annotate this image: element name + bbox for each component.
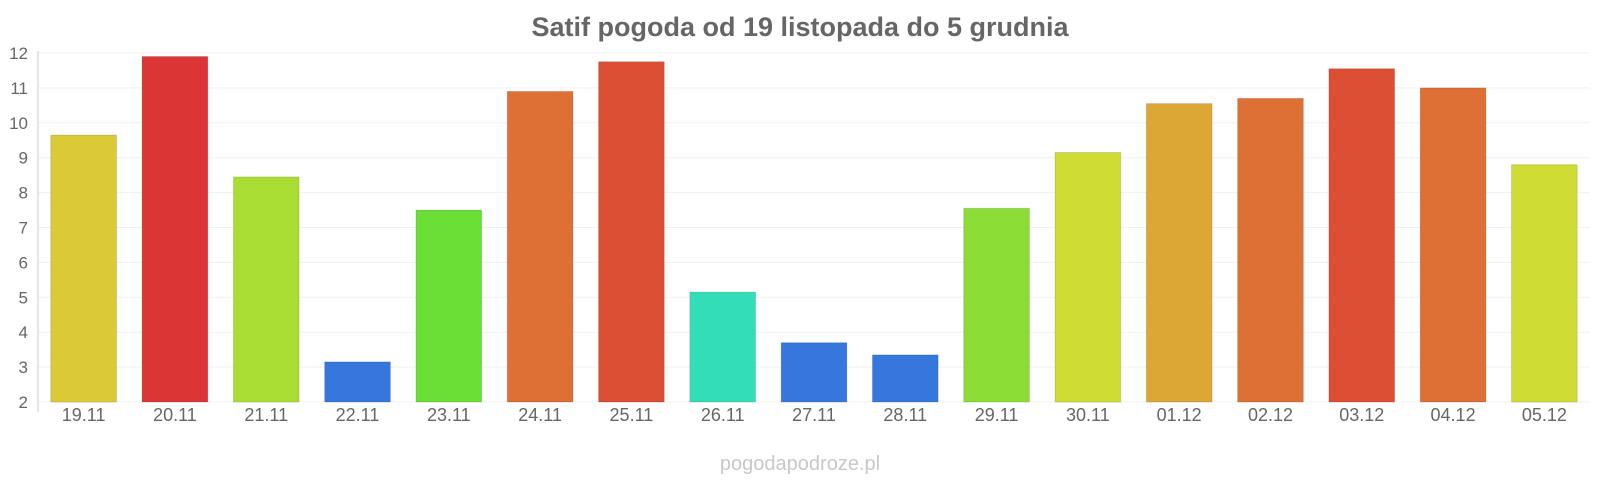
bar-01.12 — [1145, 103, 1213, 403]
x-tick-label: 27.11 — [792, 405, 836, 425]
x-tick-label: 01.12 — [1157, 405, 1202, 425]
bar-25.11 — [598, 61, 665, 403]
chart-title: Satif pogoda od 19 listopada do 5 grudni… — [531, 12, 1069, 42]
bar-21.11 — [232, 176, 300, 403]
x-tick-label: 19.11 — [62, 405, 106, 425]
y-tick-label: 10 — [9, 114, 28, 133]
bars — [50, 55, 1578, 403]
y-tick-label: 2 — [19, 393, 28, 412]
y-tick-label: 9 — [19, 149, 28, 168]
bar-30.11 — [1054, 151, 1122, 403]
bar-02.12 — [1237, 97, 1304, 403]
bar-28.11 — [871, 354, 939, 403]
x-tick-label: 20.11 — [153, 405, 197, 425]
bar-20.11 — [141, 55, 209, 403]
x-tick-label: 02.12 — [1248, 405, 1293, 425]
bar-05.12 — [1510, 164, 1578, 403]
y-tick-label: 3 — [19, 358, 28, 377]
y-tick-label: 11 — [10, 79, 28, 98]
x-tick-label: 28.11 — [883, 405, 927, 425]
x-tick-label: 29.11 — [975, 405, 1019, 425]
y-tick-label: 12 — [9, 44, 28, 63]
source-credit: pogodapodroze.pl — [720, 453, 880, 475]
y-tick-label: 5 — [19, 288, 28, 307]
x-tick-label: 30.11 — [1066, 405, 1110, 425]
bar-24.11 — [506, 90, 574, 403]
y-tick-label: 7 — [19, 219, 28, 238]
y-axis-ticks: 2 3 4 5 6 7 8 9 10 11 12 — [9, 44, 28, 412]
bar-03.12 — [1328, 68, 1396, 403]
x-tick-label: 23.11 — [427, 405, 471, 425]
x-tick-label: 26.11 — [701, 405, 745, 425]
x-tick-label: 05.12 — [1522, 405, 1567, 425]
bar-27.11 — [780, 342, 848, 403]
x-tick-label: 24.11 — [518, 405, 562, 425]
bar-19.11 — [50, 134, 118, 403]
x-axis-ticks: 19.11 20.11 21.11 22.11 23.11 24.11 25.11 26.11… — [62, 405, 1567, 425]
x-tick-label: 22.11 — [336, 405, 380, 425]
bar-29.11 — [963, 207, 1030, 403]
bar-26.11 — [689, 291, 757, 403]
x-tick-label: 04.12 — [1431, 405, 1476, 425]
x-tick-label: 03.12 — [1339, 405, 1384, 425]
bar-22.11 — [324, 361, 391, 403]
bar-23.11 — [415, 209, 483, 403]
bar-04.12 — [1419, 87, 1487, 403]
y-tick-label: 4 — [19, 323, 28, 342]
y-tick-label: 8 — [19, 184, 28, 203]
x-tick-label: 21.11 — [244, 405, 288, 425]
x-tick-label: 25.11 — [610, 405, 654, 425]
y-tick-label: 6 — [19, 253, 28, 272]
